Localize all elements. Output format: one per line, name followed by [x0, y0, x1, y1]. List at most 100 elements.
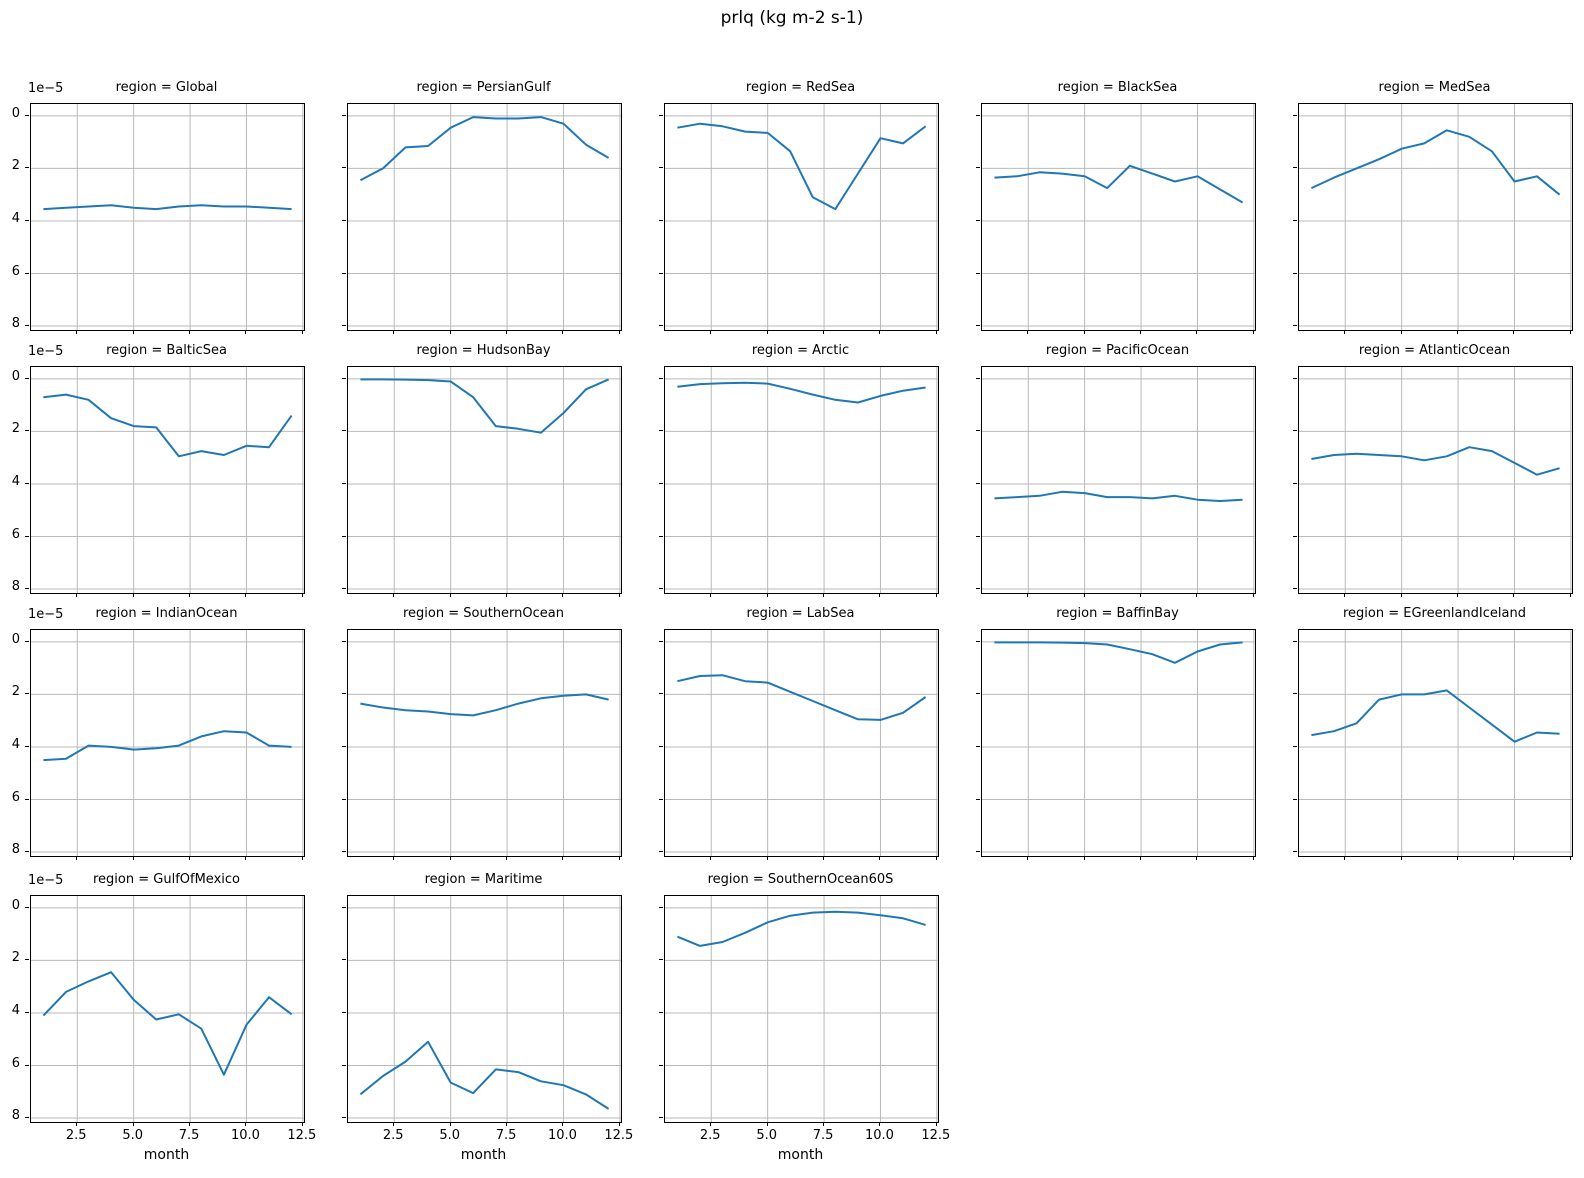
- facet-title: region = SouthernOcean: [403, 606, 564, 621]
- y-tick-mark: [976, 114, 980, 116]
- x-tick-mark: [506, 1122, 508, 1126]
- x-tick-mark: [562, 856, 564, 860]
- plot-area: [981, 103, 1256, 331]
- plot-area: [1298, 103, 1573, 331]
- facet-panel-AtlanticOcean: region = AtlanticOcean: [1293, 343, 1573, 597]
- x-tick-mark: [1344, 330, 1346, 334]
- y-tick-mark: [342, 430, 346, 432]
- x-tick-mark: [618, 1122, 620, 1126]
- y-tick-mark: [342, 1064, 346, 1066]
- x-tick-mark: [1569, 593, 1571, 597]
- x-tick-mark: [245, 593, 247, 597]
- x-tick-mark: [879, 856, 881, 860]
- y-tick-mark: [1293, 114, 1297, 116]
- y-tick-mark: [659, 114, 663, 116]
- x-tick-mark: [132, 856, 134, 860]
- y-tick-mark: [342, 482, 346, 484]
- facet-panel-Global: region = Global 1e−5 0 2 4 6 8: [12, 80, 305, 334]
- x-tick-mark: [766, 856, 768, 860]
- line-chart-Maritime: [348, 896, 621, 1122]
- y-tick-label: 2: [11, 684, 20, 700]
- facet-panel-MedSea: region = MedSea: [1293, 80, 1573, 334]
- data-line-Arctic: [677, 381, 926, 404]
- x-axis-title: month: [143, 1147, 190, 1163]
- y-tick-mark: [659, 1064, 663, 1066]
- x-tick-mark: [76, 1122, 78, 1126]
- y-tick-mark: [659, 906, 663, 908]
- y-tick-label: 6: [11, 1055, 20, 1071]
- plot-area: [664, 895, 939, 1123]
- data-line-BaffinBay: [994, 641, 1243, 664]
- data-line-PacificOcean: [994, 490, 1243, 502]
- facet-panel-EGreenlandIceland: region = EGreenlandIceland: [1293, 606, 1573, 860]
- y-tick-mark: [659, 851, 663, 853]
- facet-title: region = LabSea: [746, 606, 855, 621]
- x-tick-mark: [1252, 856, 1254, 860]
- y-tick-mark: [25, 745, 29, 747]
- x-tick-mark: [1140, 593, 1142, 597]
- y-axis-offset-label: 1e−5: [28, 344, 64, 359]
- y-tick-mark: [342, 959, 346, 961]
- x-tick-mark: [245, 856, 247, 860]
- y-tick-mark: [659, 745, 663, 747]
- facet-title: region = Global: [115, 80, 218, 95]
- x-tick-mark: [393, 1122, 395, 1126]
- x-tick-mark: [562, 593, 564, 597]
- figure-title: prlq (kg m-2 s-1): [720, 8, 864, 28]
- y-tick-label: 8: [11, 842, 20, 858]
- y-tick-mark: [976, 377, 980, 379]
- y-tick-mark: [1293, 693, 1297, 695]
- y-tick-mark: [659, 272, 663, 274]
- line-chart-Global: [31, 104, 304, 330]
- facet-panel-SouthernOcean60S: region = SouthernOcean60S 2.5 5.0 7.5 10.0 12…: [659, 872, 950, 1163]
- y-tick-mark: [25, 482, 29, 484]
- data-line-GulfOfMexico: [42, 971, 293, 1076]
- y-tick-mark: [976, 693, 980, 695]
- facet-title: region = Arctic: [751, 343, 850, 358]
- y-tick-mark: [25, 640, 29, 642]
- x-tick-mark: [879, 1122, 881, 1126]
- x-tick-mark: [449, 1122, 451, 1126]
- y-tick-mark: [659, 1117, 663, 1119]
- y-tick-label: 0: [11, 897, 20, 913]
- y-tick-mark: [25, 588, 29, 590]
- y-tick-mark: [342, 219, 346, 221]
- plot-area: [981, 629, 1256, 857]
- y-tick-mark: [342, 114, 346, 116]
- y-tick-label: 2: [11, 950, 20, 966]
- y-tick-label: 4: [11, 1002, 20, 1018]
- y-tick-label: 8: [11, 1108, 20, 1124]
- plot-area: [30, 103, 305, 331]
- x-tick-label: 2.5: [65, 1128, 87, 1143]
- y-tick-label: 4: [11, 473, 20, 489]
- x-tick-label: 5.0: [122, 1128, 143, 1143]
- y-tick-mark: [25, 325, 29, 327]
- y-tick-mark: [25, 906, 29, 908]
- plot-area: [1298, 629, 1573, 857]
- y-tick-mark: [1293, 219, 1297, 221]
- y-tick-mark: [25, 693, 29, 695]
- facet-title: region = IndianOcean: [95, 606, 238, 621]
- x-tick-mark: [245, 1122, 247, 1126]
- y-tick-mark: [659, 959, 663, 961]
- facet-panel-BaffinBay: region = BaffinBay: [976, 606, 1256, 860]
- y-tick-mark: [659, 693, 663, 695]
- x-tick-mark: [618, 856, 620, 860]
- line-chart-RedSea: [665, 104, 938, 330]
- line-chart-PacificOcean: [982, 367, 1255, 593]
- x-tick-mark: [710, 1122, 712, 1126]
- y-tick-mark: [976, 167, 980, 169]
- facet-title: region = MedSea: [1378, 80, 1491, 95]
- y-tick-mark: [1293, 851, 1297, 853]
- x-tick-mark: [301, 593, 303, 597]
- line-chart-SouthernOcean60S: [665, 896, 938, 1122]
- line-chart-MedSea: [1299, 104, 1572, 330]
- facet-panel-RedSea: region = RedSea: [659, 80, 939, 334]
- y-tick-mark: [342, 272, 346, 274]
- x-tick-mark: [1083, 330, 1085, 334]
- x-tick-mark: [393, 593, 395, 597]
- x-tick-mark: [1400, 856, 1402, 860]
- y-axis-offset-label: 1e−5: [28, 873, 64, 888]
- y-tick-mark: [1293, 482, 1297, 484]
- y-tick-mark: [342, 1011, 346, 1013]
